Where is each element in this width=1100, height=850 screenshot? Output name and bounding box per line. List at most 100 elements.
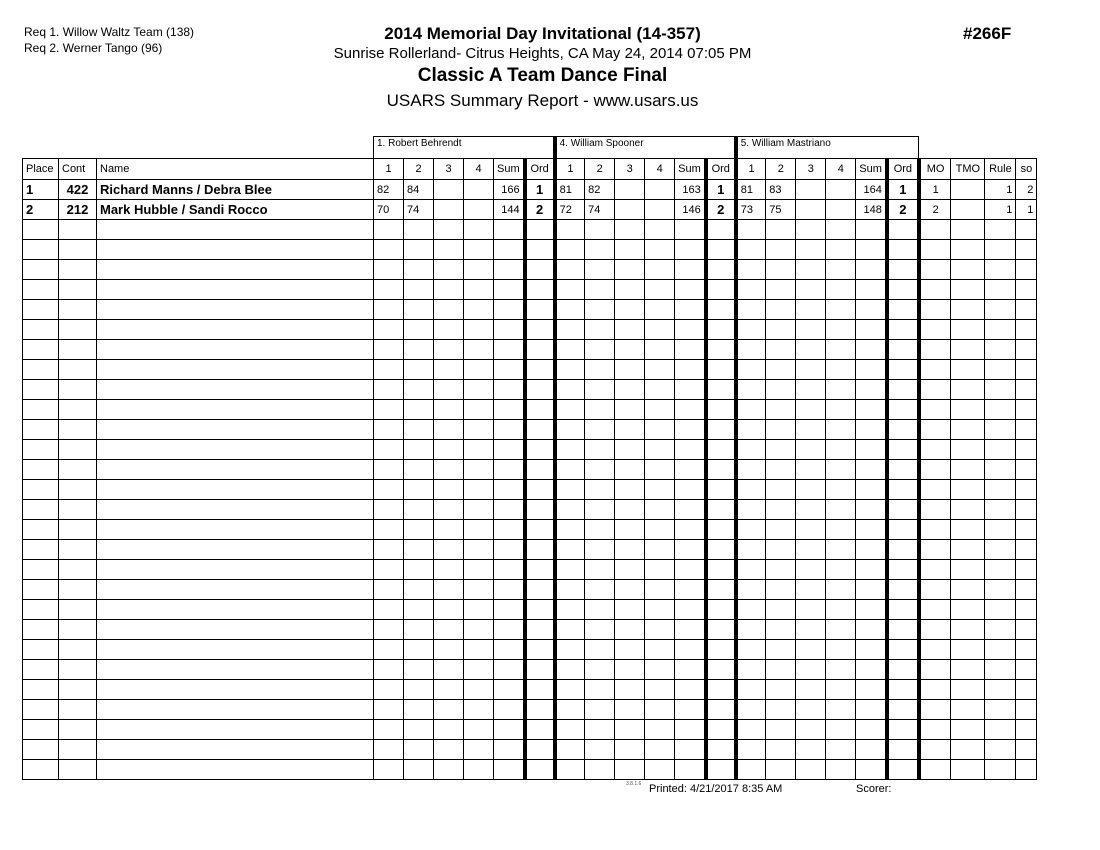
score-cell — [884, 379, 920, 400]
score-cell — [855, 279, 888, 300]
so-cell — [1015, 639, 1038, 660]
place-cell — [22, 279, 59, 300]
report-title: USARS Summary Report - www.usars.us — [386, 91, 699, 110]
score-cell — [463, 759, 494, 780]
score-cell — [795, 279, 827, 300]
score-cell — [552, 639, 586, 660]
score-cell — [522, 599, 556, 620]
score-cell: 75 — [765, 199, 797, 220]
score-cell — [795, 399, 827, 420]
cont-cell — [58, 619, 97, 640]
tmo-cell — [950, 399, 986, 420]
score-cell — [584, 339, 616, 360]
score-cell — [463, 639, 494, 660]
score-cell — [584, 479, 616, 500]
score-cell — [674, 659, 707, 680]
cont-cell — [58, 599, 97, 620]
so-cell: 2 — [1015, 179, 1038, 200]
score-cell — [765, 319, 797, 340]
score-cell — [492, 639, 526, 660]
score-cell — [552, 679, 586, 700]
score-cell — [825, 399, 857, 420]
score-cell — [644, 199, 676, 220]
score-cell — [492, 759, 526, 780]
score-cell — [733, 379, 767, 400]
score-cell — [795, 259, 827, 280]
score-cell — [733, 519, 767, 540]
score-cell — [703, 739, 737, 760]
column-header-place: Place — [22, 158, 59, 180]
score-cell — [884, 279, 920, 300]
score-cell — [703, 659, 737, 680]
so-cell — [1015, 679, 1038, 700]
score-cell — [614, 479, 646, 500]
column-header-judge1-sum: Sum — [492, 158, 526, 180]
score-cell — [703, 479, 737, 500]
score-cell — [614, 219, 646, 240]
place-cell — [22, 419, 59, 440]
rule-cell — [984, 239, 1017, 260]
score-cell — [855, 359, 888, 380]
score-cell — [674, 599, 707, 620]
table-row — [22, 319, 1038, 340]
table-row — [22, 579, 1038, 600]
rule-cell — [984, 479, 1017, 500]
score-cell — [433, 519, 464, 540]
score-cell — [552, 659, 586, 680]
score-cell — [403, 219, 434, 240]
tmo-cell — [950, 679, 986, 700]
column-header-judge2-sum: Sum — [674, 158, 707, 180]
score-cell — [765, 619, 797, 640]
mo-cell — [916, 359, 952, 380]
score-cell — [614, 439, 646, 460]
mo-cell — [916, 459, 952, 480]
score-cell — [825, 479, 857, 500]
mo-cell — [916, 699, 952, 720]
score-cell — [433, 659, 464, 680]
score-cell — [644, 699, 676, 720]
tmo-cell — [950, 519, 986, 540]
score-cell — [765, 759, 797, 780]
score-cell — [433, 499, 464, 520]
score-cell — [674, 259, 707, 280]
score-cell — [795, 659, 827, 680]
table-row — [22, 519, 1038, 540]
score-cell — [522, 299, 556, 320]
score-cell — [795, 199, 827, 220]
score-cell — [733, 699, 767, 720]
score-cell — [644, 459, 676, 480]
score-cell — [463, 439, 494, 460]
score-cell — [522, 219, 556, 240]
score-cell — [795, 619, 827, 640]
score-cell — [674, 459, 707, 480]
score-cell — [584, 439, 616, 460]
score-cell — [463, 499, 494, 520]
so-cell — [1015, 559, 1038, 580]
score-cell — [584, 539, 616, 560]
score-cell — [674, 559, 707, 580]
score-cell — [884, 619, 920, 640]
score-cell — [403, 699, 434, 720]
score-cell — [584, 239, 616, 260]
score-cell — [765, 739, 797, 760]
score-cell — [703, 459, 737, 480]
score-cell — [552, 539, 586, 560]
score-cell — [703, 379, 737, 400]
score-cell — [614, 419, 646, 440]
score-cell — [855, 459, 888, 480]
score-cell — [403, 719, 434, 740]
score-cell — [584, 499, 616, 520]
score-cell — [703, 319, 737, 340]
place-cell — [22, 619, 59, 640]
score-cell: 74 — [584, 199, 616, 220]
so-cell — [1015, 299, 1038, 320]
so-cell — [1015, 359, 1038, 380]
table-row — [22, 379, 1038, 400]
score-cell — [492, 579, 526, 600]
score-cell — [373, 759, 404, 780]
score-cell — [433, 739, 464, 760]
tmo-cell — [950, 619, 986, 640]
score-cell — [522, 699, 556, 720]
score-cell — [733, 459, 767, 480]
score-cell — [433, 339, 464, 360]
